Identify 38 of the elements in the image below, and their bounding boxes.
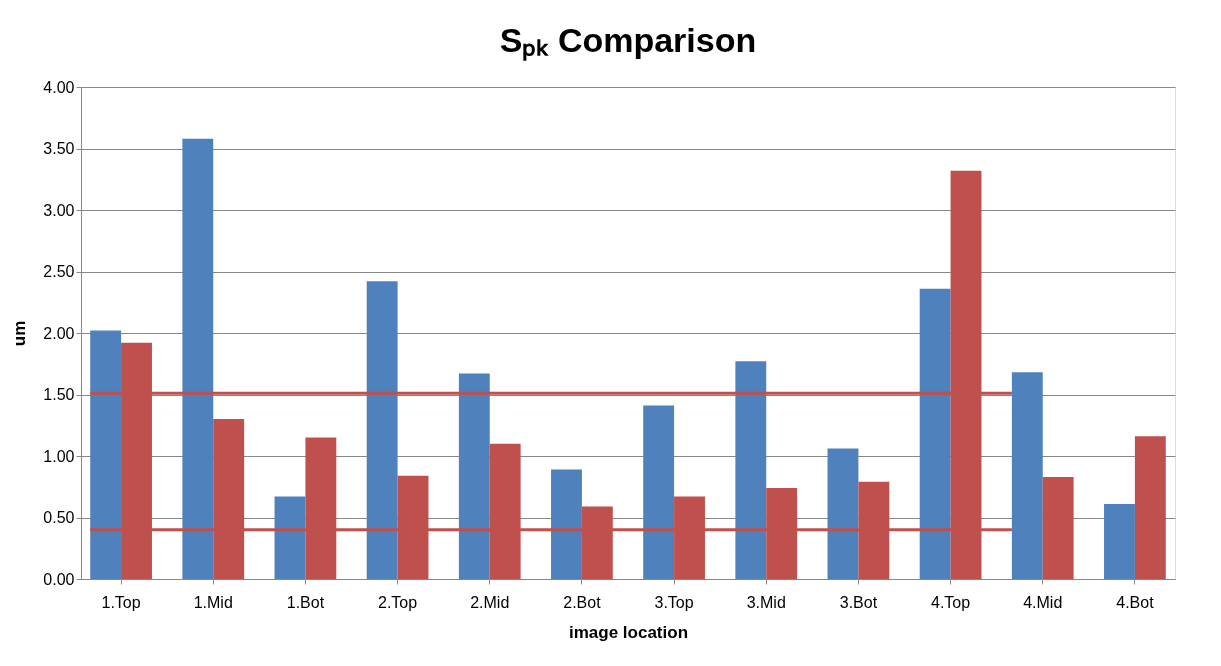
- x-axis-title: image location: [568, 622, 689, 642]
- bar: [274, 496, 306, 579]
- x-tick-label: 4.Mid: [1023, 593, 1063, 611]
- x-tick-label: 3.Top: [654, 593, 694, 611]
- chart-title: Sₚₖ Comparison: [499, 21, 757, 61]
- bar: [1042, 476, 1074, 579]
- x-tick-label: 2.Bot: [563, 593, 602, 611]
- bar: [182, 138, 214, 579]
- bar: [735, 361, 767, 579]
- x-tick-label: 3.Mid: [746, 593, 786, 611]
- y-tick-label: 2.50: [43, 263, 75, 280]
- y-tick-label: 0.00: [43, 570, 75, 588]
- bar: [458, 373, 490, 579]
- bar: [827, 448, 859, 579]
- bar: [90, 330, 122, 579]
- y-tick-label: 3.50: [43, 140, 75, 157]
- bar: [919, 288, 951, 579]
- y-tick-label: 2.00: [43, 324, 75, 342]
- y-axis-title: um: [10, 320, 30, 347]
- y-tick-label: 1.50: [43, 386, 75, 403]
- x-tick-label: 2.Top: [378, 593, 418, 611]
- x-tick-label: 1.Bot: [286, 593, 325, 611]
- x-tick-label: 1.Top: [101, 593, 141, 611]
- bar: [366, 281, 398, 579]
- x-tick-label: 4.Top: [931, 593, 971, 611]
- bar: [1134, 436, 1166, 579]
- x-tick-label: 1.Mid: [193, 593, 233, 611]
- y-tick-label: 1.00: [43, 447, 75, 465]
- bar: [551, 469, 582, 579]
- bar: [1104, 503, 1135, 579]
- x-tick-label: 3.Bot: [839, 593, 878, 611]
- y-tick-label: 3.00: [43, 201, 75, 219]
- y-tick-label: 4.00: [43, 78, 75, 96]
- bar: [1011, 372, 1043, 579]
- x-tick-label: 4.Bot: [1116, 593, 1155, 611]
- y-tick-label: 0.50: [43, 509, 75, 526]
- x-tick-label: 2.Mid: [470, 593, 510, 611]
- bar: [643, 405, 675, 579]
